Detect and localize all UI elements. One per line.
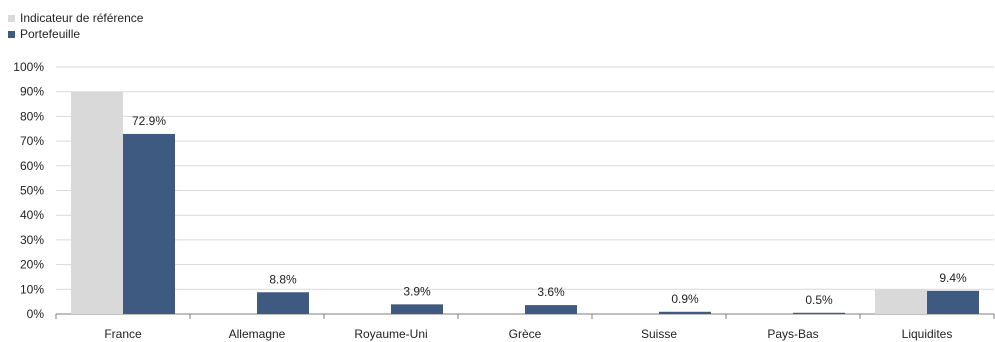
legend-label-benchmark: Indicateur de référence [20, 11, 144, 25]
x-category-label: France [104, 327, 142, 341]
y-tick-label: 30% [20, 233, 44, 247]
data-label: 0.9% [671, 292, 699, 306]
bar-portfolio [927, 290, 979, 314]
x-category-label: Suisse [641, 327, 677, 341]
data-label: 9.4% [939, 271, 967, 285]
legend-item-benchmark: Indicateur de référence [8, 10, 143, 26]
legend-label-portfolio: Portefeuille [20, 27, 81, 41]
bar-portfolio [793, 312, 845, 314]
bar-portfolio [257, 292, 309, 314]
x-category-label: Royaume-Uni [354, 327, 427, 341]
data-label: 3.6% [537, 285, 565, 299]
x-category-label: Pays-Bas [767, 327, 818, 341]
bar-benchmark [71, 91, 123, 314]
bar-portfolio [391, 304, 443, 314]
y-tick-label: 70% [20, 134, 44, 148]
y-tick-label: 50% [20, 184, 44, 198]
y-tick-label: 20% [20, 258, 44, 272]
legend-swatch-benchmark [8, 14, 15, 22]
data-label: 0.5% [805, 293, 833, 307]
bar-portfolio [123, 133, 175, 314]
legend-item-portfolio: Portefeuille [8, 26, 143, 42]
data-label: 8.8% [269, 272, 297, 286]
x-category-label: Liquidites [902, 327, 953, 341]
legend-swatch-portfolio [8, 30, 15, 38]
x-category-label: Grèce [509, 327, 542, 341]
y-tick-label: 80% [20, 109, 44, 123]
data-label: 72.9% [132, 114, 166, 128]
y-tick-label: 90% [20, 85, 44, 99]
bar-portfolio [659, 311, 711, 314]
y-tick-label: 100% [13, 60, 44, 74]
y-tick-label: 60% [20, 159, 44, 173]
y-tick-label: 10% [20, 282, 44, 296]
y-tick-label: 40% [20, 208, 44, 222]
x-category-label: Allemagne [229, 327, 286, 341]
legend: Indicateur de référence Portefeuille [8, 10, 143, 42]
bar-portfolio [525, 305, 577, 314]
bar-benchmark [875, 289, 927, 314]
data-label: 3.9% [403, 284, 431, 298]
y-tick-label: 0% [27, 307, 45, 321]
